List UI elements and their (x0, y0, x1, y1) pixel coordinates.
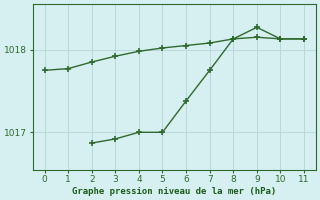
X-axis label: Graphe pression niveau de la mer (hPa): Graphe pression niveau de la mer (hPa) (72, 187, 276, 196)
